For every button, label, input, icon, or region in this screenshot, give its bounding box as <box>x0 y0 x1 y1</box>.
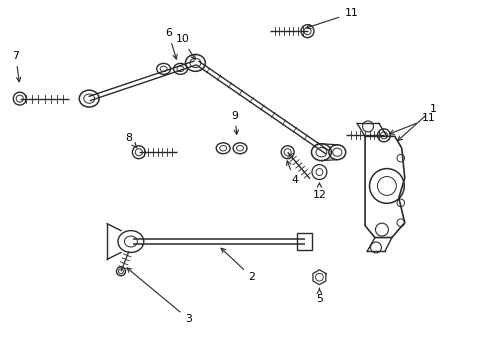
Text: 1: 1 <box>397 104 436 141</box>
Text: 8: 8 <box>125 133 137 148</box>
Polygon shape <box>312 270 325 285</box>
Text: 4: 4 <box>286 161 298 185</box>
Text: 7: 7 <box>12 51 21 82</box>
Text: 5: 5 <box>315 288 322 304</box>
Text: 11: 11 <box>389 113 434 134</box>
Text: 12: 12 <box>312 183 325 200</box>
Text: 3: 3 <box>127 268 191 324</box>
Text: 11: 11 <box>306 8 357 29</box>
Text: 10: 10 <box>175 34 195 59</box>
Text: 6: 6 <box>165 28 177 59</box>
Text: 9: 9 <box>231 111 238 134</box>
Text: 2: 2 <box>221 248 255 282</box>
